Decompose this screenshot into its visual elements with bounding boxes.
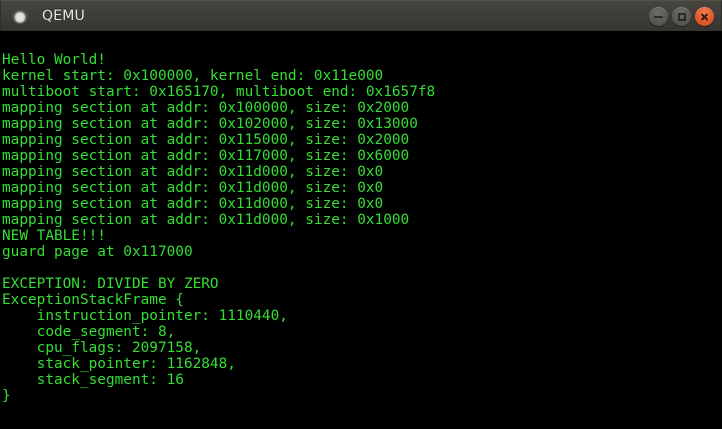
terminal-line: NEW TABLE!!! (2, 228, 106, 244)
terminal-line: mapping section at addr: 0x115000, size:… (2, 132, 410, 148)
terminal-line: instruction_pointer: 1110440, (2, 308, 288, 324)
terminal-line: stack_pointer: 1162848, (2, 356, 236, 372)
terminal-line: mapping section at addr: 0x11d000, size:… (2, 180, 384, 196)
close-icon (700, 12, 709, 21)
terminal-line: mapping section at addr: 0x117000, size:… (2, 148, 410, 164)
minimize-button[interactable] (649, 7, 668, 26)
terminal-line: code_segment: 8, (2, 324, 176, 340)
terminal-line: cpu_flags: 2097158, (2, 340, 202, 356)
maximize-icon (677, 12, 686, 21)
terminal-line: multiboot start: 0x165170, multiboot end… (2, 84, 436, 100)
qemu-display[interactable]: Hello World! kernel start: 0x100000, kern… (0, 31, 722, 429)
terminal-line: mapping section at addr: 0x11d000, size:… (2, 196, 384, 212)
terminal-line: mapping section at addr: 0x11d000, size:… (2, 212, 410, 228)
window-titlebar[interactable]: QEMU (0, 0, 722, 31)
qemu-app-icon (12, 8, 28, 24)
terminal-output: Hello World! kernel start: 0x100000, kern… (2, 52, 722, 404)
window-title: QEMU (42, 8, 85, 24)
terminal-line: mapping section at addr: 0x102000, size:… (2, 116, 418, 132)
terminal-line: mapping section at addr: 0x100000, size:… (2, 100, 410, 116)
terminal-line: } (2, 388, 11, 404)
terminal-line: Hello World! (2, 52, 106, 68)
maximize-button[interactable] (672, 7, 691, 26)
terminal-line: stack_segment: 16 (2, 372, 184, 388)
terminal-line: ExceptionStackFrame { (2, 292, 184, 308)
terminal-line: kernel start: 0x100000, kernel end: 0x11… (2, 68, 384, 84)
close-button[interactable] (695, 7, 714, 26)
minimize-icon (654, 15, 663, 18)
window-controls (649, 1, 714, 32)
terminal-line: mapping section at addr: 0x11d000, size:… (2, 164, 384, 180)
terminal-line: guard page at 0x117000 (2, 244, 193, 260)
terminal-line: EXCEPTION: DIVIDE BY ZERO (2, 276, 219, 292)
terminal-line (2, 260, 722, 276)
